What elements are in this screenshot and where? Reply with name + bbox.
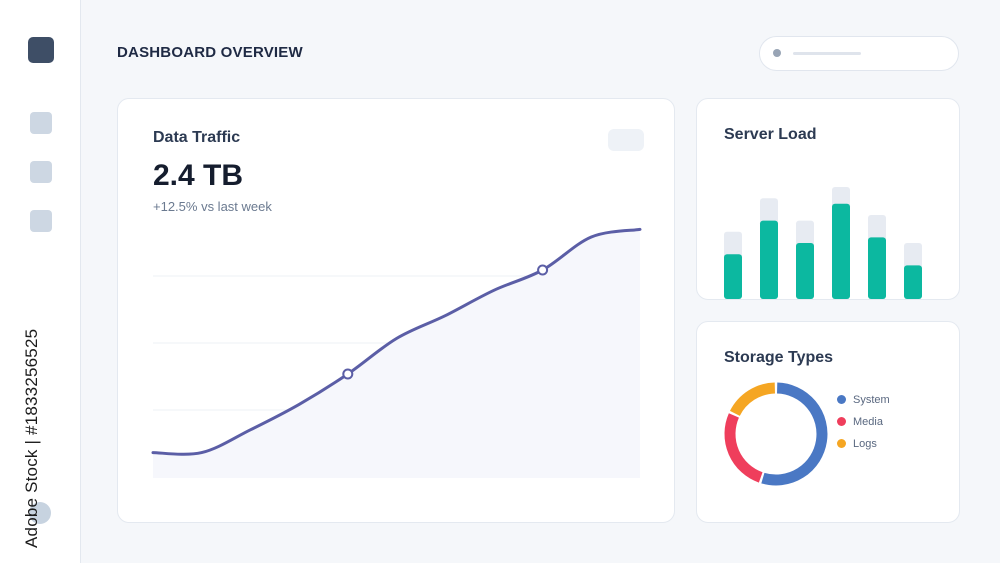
traffic-value: 2.4 TB	[153, 159, 244, 192]
storage-types-card: Storage Types System Media Logs	[696, 321, 960, 523]
legend-label-logs: Logs	[853, 438, 877, 450]
donut-slice-system	[761, 382, 828, 486]
line-marker-2	[537, 264, 549, 276]
avatar[interactable]	[29, 502, 51, 524]
legend-item-logs: Logs	[837, 438, 877, 452]
legend-dot-system	[837, 394, 846, 404]
bar-5	[868, 237, 886, 299]
sidebar-item-3[interactable]	[30, 210, 52, 232]
donut-slice-media	[724, 413, 763, 483]
server-load-card: Server Load	[696, 98, 960, 300]
search-icon	[773, 49, 781, 57]
data-traffic-line-chart	[151, 227, 642, 478]
watermark-text: Adobe Stock | #1833256525	[22, 328, 41, 548]
line-marker-1	[342, 368, 354, 380]
storage-types-title: Storage Types	[724, 349, 834, 366]
traffic-change: +12.5% vs last week	[153, 199, 272, 214]
bar-1	[724, 254, 742, 299]
search-input[interactable]	[759, 36, 959, 71]
bar-3	[796, 243, 814, 299]
sidebar: Adobe Stock | #1833256525	[0, 0, 81, 563]
search-placeholder-line	[793, 52, 861, 55]
legend-dot-media	[837, 416, 846, 426]
server-load-title: Server Load	[724, 126, 817, 143]
legend-label-media: Media	[853, 416, 883, 428]
legend-label-system: System	[853, 394, 890, 406]
donut-slice-logs	[729, 382, 776, 417]
data-traffic-card: Data Traffic 2.4 TB +12.5% vs last week	[117, 98, 675, 523]
legend-dot-logs	[837, 438, 846, 448]
bar-4	[832, 203, 850, 299]
legend-item-media: Media	[837, 416, 883, 430]
traffic-series-line	[151, 227, 642, 456]
sidebar-item-2[interactable]	[30, 161, 52, 183]
app-logo[interactable]	[28, 37, 54, 63]
bar-2	[760, 220, 778, 299]
line-area-fill	[153, 229, 640, 478]
page-title: DASHBOARD OVERVIEW	[117, 44, 303, 61]
period-selector[interactable]	[608, 129, 644, 151]
legend-item-system: System	[837, 394, 890, 408]
bar-6	[904, 265, 922, 299]
storage-donut-chart	[724, 382, 828, 486]
server-load-bar-chart	[724, 187, 922, 299]
sidebar-item-1[interactable]	[30, 112, 52, 134]
data-traffic-title: Data Traffic	[153, 129, 241, 146]
